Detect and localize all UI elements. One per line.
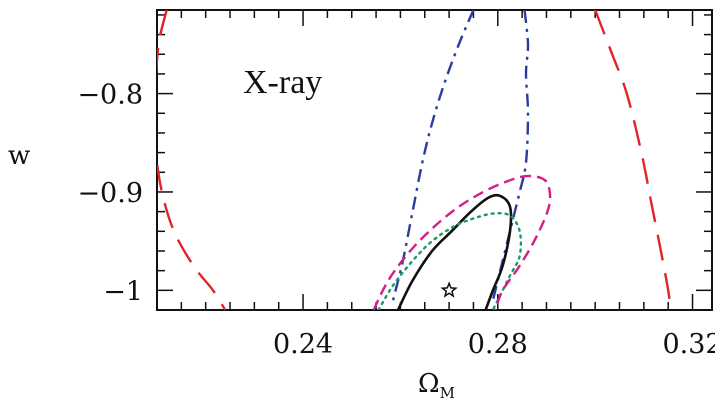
best-fit-star-icon xyxy=(440,281,458,298)
x-axis-label-main: Ω xyxy=(418,369,440,399)
contour-solid-4 xyxy=(396,193,513,310)
y-tick-label: −0.9 xyxy=(77,178,143,209)
x-tick-label: 0.32 xyxy=(662,329,715,360)
contour-long-dash-1 xyxy=(594,10,672,310)
x-axis-label: ΩM xyxy=(418,369,455,402)
x-axis-label-subscript: M xyxy=(440,384,455,402)
contour-dash-dot-2 xyxy=(391,10,475,301)
tick-marks xyxy=(156,10,712,311)
best-fit-layer xyxy=(440,281,458,298)
contour-dash-dot-3 xyxy=(491,10,530,301)
y-tick-label: −1 xyxy=(103,276,143,307)
x-tick-label: 0.28 xyxy=(468,329,528,360)
y-tick-label: −0.8 xyxy=(77,80,143,111)
plot-frame xyxy=(156,9,713,311)
contour-dotted-5 xyxy=(377,212,523,310)
tick-labels: 0.24 0.28 0.32 −0.8 −0.9 −1 xyxy=(77,80,715,360)
contour-long-dash-0 xyxy=(157,10,227,310)
contour-curves xyxy=(157,10,672,310)
annotation-label: X-ray xyxy=(243,64,322,101)
contour-short-dash-6 xyxy=(372,174,552,310)
x-tick-label: 0.24 xyxy=(273,329,333,360)
y-axis-label: w xyxy=(8,141,30,171)
